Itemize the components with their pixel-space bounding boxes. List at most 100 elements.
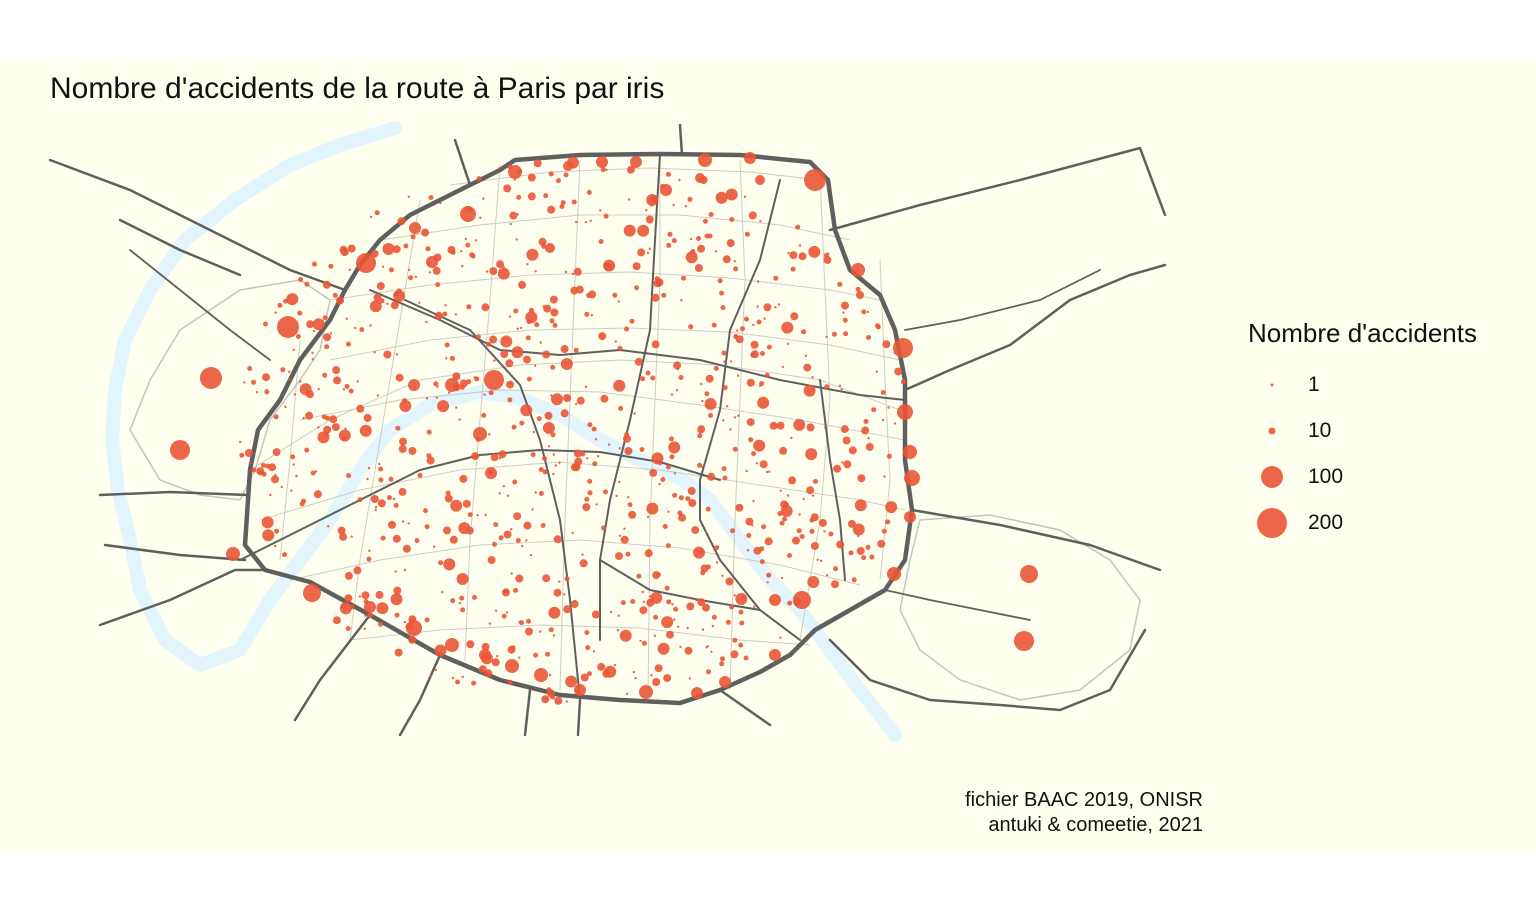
accident-bubble — [406, 620, 422, 636]
accident-bubble — [455, 406, 458, 409]
accident-bubble — [401, 520, 405, 523]
accident-bubble — [375, 590, 384, 599]
accident-bubble — [333, 376, 342, 385]
accident-bubble — [617, 300, 620, 303]
accident-bubble — [684, 646, 693, 655]
accident-bubble — [594, 438, 598, 441]
accident-bubble — [283, 298, 288, 304]
accident-bubble — [570, 463, 579, 472]
accident-bubble — [403, 243, 409, 249]
accident-bubble — [558, 461, 561, 464]
accident-bubble — [696, 236, 701, 241]
accident-bubble — [558, 580, 561, 583]
accident-bubble — [885, 501, 898, 514]
accident-bubble — [492, 541, 497, 547]
accident-bubble — [560, 409, 569, 418]
accident-bubble — [811, 376, 814, 379]
accident-bubble — [280, 367, 286, 373]
accident-bubble — [662, 524, 668, 529]
accident-bubble — [632, 262, 641, 271]
accident-bubble — [627, 502, 633, 508]
accident-bubble — [403, 568, 407, 572]
accident-bubble — [394, 648, 403, 657]
accident-bubble — [515, 538, 521, 543]
accident-bubble — [746, 549, 750, 552]
accident-bubble — [344, 383, 350, 389]
accident-bubble — [408, 379, 420, 391]
accident-bubble — [584, 311, 590, 317]
accident-bubble — [702, 218, 708, 224]
accident-bubble — [378, 462, 381, 466]
accident-bubble — [393, 502, 399, 508]
accident-bubble — [804, 169, 826, 191]
accident-bubble — [321, 414, 327, 420]
accident-bubble — [540, 523, 546, 528]
accident-bubble — [506, 494, 510, 497]
accident-bubble — [417, 472, 423, 478]
accident-bubble — [272, 448, 281, 457]
legend-bubble — [1270, 383, 1274, 387]
accident-bubble — [700, 570, 706, 576]
accident-bubble — [481, 412, 487, 418]
accident-bubble — [831, 580, 839, 589]
accident-bubble — [388, 520, 396, 529]
accident-bubble — [739, 620, 745, 626]
accident-bubble — [503, 588, 509, 594]
accident-bubble — [274, 311, 277, 314]
accident-bubble — [460, 607, 466, 613]
accident-bubble — [497, 167, 501, 170]
accident-bubble — [313, 490, 322, 499]
accident-bubble — [639, 639, 642, 643]
accident-bubble — [826, 574, 829, 577]
accident-bubble — [449, 535, 458, 544]
accident-bubble — [751, 524, 754, 527]
accident-bubble — [339, 532, 348, 541]
accident-bubble — [556, 178, 561, 184]
accident-bubble — [811, 494, 815, 497]
accident-bubble — [590, 314, 593, 317]
accident-bubble — [277, 302, 283, 308]
accident-bubble — [273, 544, 277, 548]
accident-bubble — [526, 263, 529, 266]
accident-bubble — [510, 527, 513, 531]
accident-bubble — [542, 422, 555, 434]
accident-bubble — [596, 455, 600, 458]
accident-bubble — [707, 405, 710, 408]
accident-bubble — [439, 201, 442, 205]
accident-bubble — [710, 650, 713, 653]
accident-bubble — [760, 351, 765, 356]
accident-bubble — [305, 411, 314, 420]
accident-bubble — [704, 391, 710, 397]
accident-bubble — [332, 616, 341, 625]
accident-bubble — [547, 445, 551, 448]
accident-bubble — [756, 305, 759, 308]
accident-bubble — [529, 553, 533, 557]
accident-bubble — [726, 405, 729, 408]
accident-bubble — [394, 291, 399, 297]
seine-river — [105, 121, 902, 742]
accident-bubble — [678, 513, 687, 522]
accident-bubble — [697, 244, 706, 253]
accident-bubble — [364, 601, 376, 613]
accident-bubble — [494, 609, 498, 612]
accident-bubble — [664, 585, 670, 591]
accident-bubble — [574, 684, 586, 696]
accident-bubble — [516, 194, 522, 200]
accident-bubble — [661, 616, 674, 629]
accident-bubble — [573, 449, 582, 458]
accident-bubble — [570, 286, 579, 295]
accident-bubble — [620, 538, 623, 542]
accident-bubble — [274, 474, 277, 477]
accident-bubble — [808, 245, 821, 258]
accident-bubble — [722, 385, 728, 391]
accident-bubble — [425, 246, 431, 252]
accident-bubble — [803, 363, 812, 372]
accident-bubble — [1020, 565, 1038, 583]
accident-bubble — [828, 531, 834, 537]
accident-bubble — [560, 345, 569, 353]
accident-bubble — [445, 490, 451, 496]
accident-bubble — [451, 676, 455, 680]
accident-bubble — [584, 630, 590, 635]
accident-bubble — [490, 453, 499, 462]
accident-bubble — [866, 335, 871, 340]
